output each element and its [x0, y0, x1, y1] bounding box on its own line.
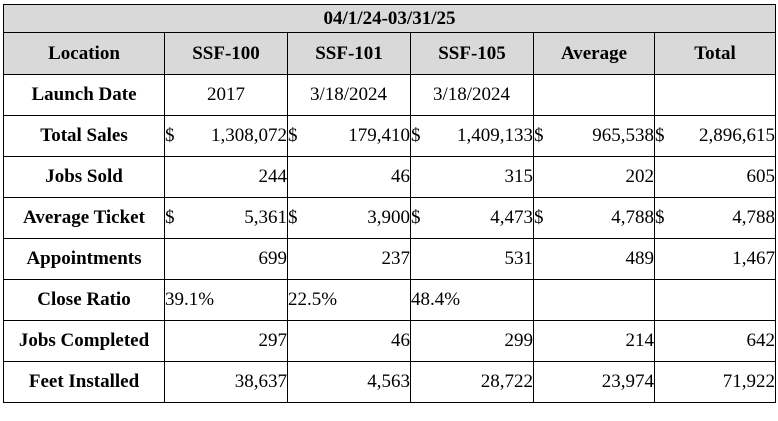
- row-label: Launch Date: [3, 74, 165, 116]
- cell-value: 5,361: [244, 207, 287, 228]
- table-row: Feet Installed 38,637 4,563 28,722 23,974 71,…: [3, 361, 777, 403]
- title-row: 04/1/24-03/31/25: [2, 4, 777, 33]
- currency-symbol: $: [288, 125, 298, 146]
- money-cell: $2,896,615: [653, 115, 777, 157]
- empty-cell: [653, 74, 777, 116]
- cell-value: 965,538: [592, 125, 654, 146]
- cell-value: 531: [410, 238, 534, 280]
- currency-symbol: $: [165, 125, 175, 146]
- cell-value: 4,473: [490, 207, 533, 228]
- header-ssf-100: SSF-100: [164, 32, 288, 75]
- cell-value: 1,308,072: [211, 125, 287, 146]
- table-row: Launch Date 2017 3/18/2024 3/18/2024: [3, 74, 777, 116]
- header-row: Location SSF-100 SSF-101 SSF-105 Average…: [3, 32, 777, 75]
- cell-value: 315: [410, 156, 534, 198]
- row-label: Average Ticket: [3, 197, 165, 239]
- cell-value: 489: [533, 238, 655, 280]
- row-label: Jobs Sold: [3, 156, 165, 198]
- cell-value: 23,974: [533, 361, 655, 403]
- row-label: Appointments: [3, 238, 165, 280]
- cell-value: 2017: [164, 74, 288, 116]
- money-cell: $5,361: [164, 197, 288, 239]
- table-row: Average Ticket $5,361 $3,900 $4,473 $4,788 $4…: [3, 197, 777, 239]
- currency-symbol: $: [534, 125, 544, 146]
- currency-symbol: $: [288, 207, 298, 228]
- money-cell: $179,410: [287, 115, 411, 157]
- header-location: Location: [3, 32, 165, 75]
- cell-value: 22.5%: [287, 279, 411, 321]
- cell-value: 46: [287, 156, 411, 198]
- money-cell: $4,788: [533, 197, 655, 239]
- table-row: Jobs Sold 244 46 315 202 605: [3, 156, 777, 198]
- cell-value: 3/18/2024: [410, 74, 534, 116]
- currency-symbol: $: [165, 207, 175, 228]
- money-cell: $3,900: [287, 197, 411, 239]
- cell-value: 48.4%: [410, 279, 534, 321]
- header-ssf-105: SSF-105: [410, 32, 534, 75]
- cell-value: 39.1%: [164, 279, 288, 321]
- cell-value: 38,637: [164, 361, 288, 403]
- cell-value: 2,896,615: [699, 125, 776, 146]
- currency-symbol: $: [534, 207, 544, 228]
- cell-value: 28,722: [410, 361, 534, 403]
- cell-value: 699: [164, 238, 288, 280]
- currency-symbol: $: [655, 207, 665, 228]
- cell-value: 214: [533, 320, 655, 362]
- row-label: Close Ratio: [3, 279, 165, 321]
- cell-value: 4,563: [287, 361, 411, 403]
- money-cell: $1,409,133: [410, 115, 534, 157]
- cell-value: 202: [533, 156, 655, 198]
- currency-symbol: $: [411, 125, 421, 146]
- cell-value: 244: [164, 156, 288, 198]
- currency-symbol: $: [411, 207, 421, 228]
- cell-value: 179,410: [348, 125, 410, 146]
- cell-value: 4,788: [732, 207, 776, 228]
- cell-value: 3/18/2024: [287, 74, 411, 116]
- cell-value: 4,788: [611, 207, 654, 228]
- header-ssf-101: SSF-101: [287, 32, 411, 75]
- cell-value: 1,467: [653, 238, 777, 280]
- empty-cell: [533, 279, 655, 321]
- cell-value: 46: [287, 320, 411, 362]
- cell-value: 237: [287, 238, 411, 280]
- cell-value: 299: [410, 320, 534, 362]
- table-row: Total Sales $1,308,072 $179,410 $1,409,133 $…: [3, 115, 777, 157]
- table-row: Close Ratio 39.1% 22.5% 48.4%: [3, 279, 777, 321]
- table-body: Launch Date 2017 3/18/2024 3/18/2024 Total S…: [3, 74, 777, 403]
- cell-value: 297: [164, 320, 288, 362]
- cell-value: 3,900: [367, 207, 410, 228]
- row-label: Total Sales: [3, 115, 165, 157]
- header-total: Total: [653, 32, 777, 75]
- money-cell: $4,473: [410, 197, 534, 239]
- empty-cell: [653, 279, 777, 321]
- money-cell: $1,308,072: [164, 115, 288, 157]
- cell-value: 605: [653, 156, 777, 198]
- empty-cell: [533, 74, 655, 116]
- currency-symbol: $: [655, 125, 665, 146]
- report-table: 04/1/24-03/31/25 Location SSF-100 SSF-10…: [2, 4, 777, 403]
- cell-value: 642: [653, 320, 777, 362]
- cell-value: 71,922: [653, 361, 777, 403]
- money-cell: $4,788: [653, 197, 777, 239]
- money-cell: $965,538: [533, 115, 655, 157]
- table-row: Appointments 699 237 531 489 1,467: [3, 238, 777, 280]
- cell-value: 1,409,133: [457, 125, 533, 146]
- table-row: Jobs Completed 297 46 299 214 642: [3, 320, 777, 362]
- table-title: 04/1/24-03/31/25: [2, 4, 777, 33]
- row-label: Feet Installed: [3, 361, 165, 403]
- row-label: Jobs Completed: [3, 320, 165, 362]
- header-average: Average: [533, 32, 655, 75]
